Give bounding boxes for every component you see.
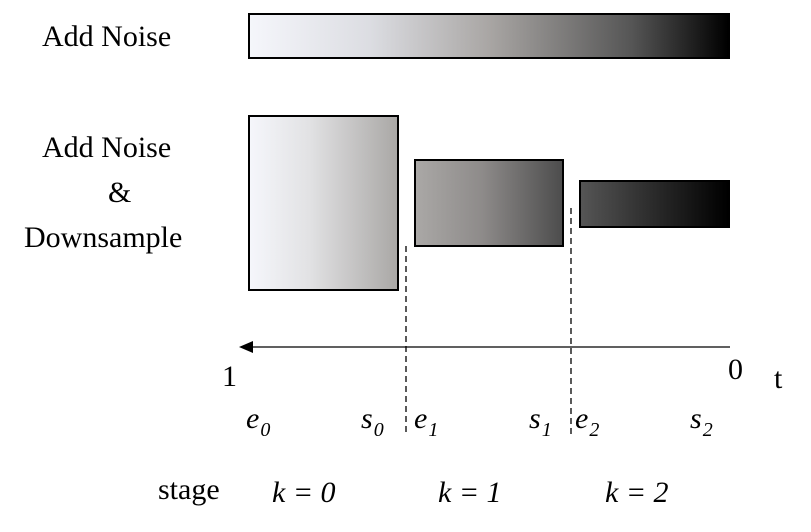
- stage-2-box: [579, 180, 730, 228]
- stage-1-box: [414, 159, 564, 247]
- stage-0-box: [248, 115, 399, 291]
- row2-label-line3: Downsample: [24, 221, 183, 254]
- marker-e1: e1: [414, 402, 439, 441]
- axis-right-value: 0: [728, 353, 743, 386]
- row2-label-line2: &: [108, 176, 132, 209]
- stage-k2: k = 2: [605, 476, 669, 509]
- marker-e0: e0: [246, 402, 271, 441]
- stage-k1: k = 1: [438, 476, 502, 509]
- marker-s2: s2: [690, 402, 713, 441]
- row2-label-line1: Add Noise: [42, 131, 172, 164]
- marker-s1: s1: [529, 402, 552, 441]
- axis-name: t: [774, 362, 783, 395]
- stage-label: stage: [158, 473, 220, 506]
- axis-left-value: 1: [222, 360, 237, 393]
- marker-e2: e2: [575, 402, 600, 441]
- marker-s0: s0: [361, 402, 384, 441]
- full-noise-bar: [248, 13, 730, 59]
- stage-k0: k = 0: [272, 476, 336, 509]
- time-axis-arrowhead: [239, 341, 253, 353]
- row1-label: Add Noise: [42, 20, 172, 53]
